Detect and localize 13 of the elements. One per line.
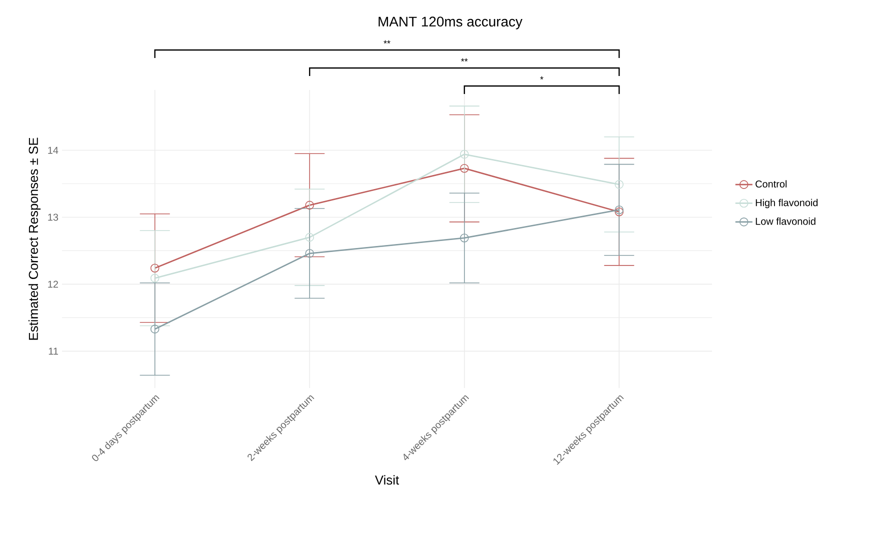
legend-label: High flavonoid: [756, 198, 818, 208]
text: **: [384, 40, 390, 44]
y-tick-label: 13: [48, 214, 58, 221]
y-tick-label: 11: [48, 348, 58, 355]
y-tick-label: 14: [48, 146, 58, 154]
legend-label: Control: [756, 180, 787, 188]
text: *: [540, 76, 544, 80]
legend-label: Low flavonoid: [756, 218, 816, 225]
chart-title: MANT 120ms accuracy: [378, 16, 522, 30]
y-axis-title: Estimated Correct Responses ± SE: [28, 138, 41, 340]
x-axis-title: Visit: [374, 475, 400, 485]
y-tick-label: 12: [48, 280, 58, 288]
text: **: [461, 58, 468, 62]
